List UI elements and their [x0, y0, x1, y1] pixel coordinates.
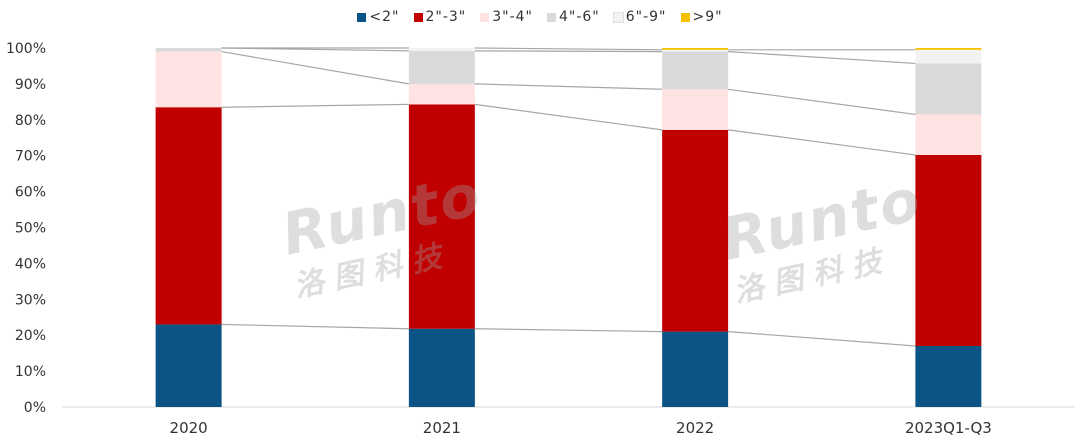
bar-segment [155, 51, 222, 108]
series-line [221, 103, 409, 108]
bar-segment [662, 51, 729, 90]
bar-segment [155, 324, 222, 407]
bar-segment [408, 104, 475, 329]
y-tick-label: 90% [15, 77, 46, 93]
series-line [474, 83, 663, 90]
bar-segment [408, 48, 475, 51]
y-tick-label: 20% [15, 328, 46, 344]
series-line [221, 50, 409, 85]
y-tick-label: 10% [15, 364, 46, 380]
y-tick-label: 50% [15, 221, 46, 237]
bar-segment [915, 63, 982, 115]
bar-segment [915, 345, 982, 407]
bar-segment [662, 331, 729, 407]
series-line [221, 323, 409, 330]
y-tick-label: 70% [15, 149, 46, 165]
bar-segment [662, 129, 729, 332]
bar-segment [915, 114, 982, 155]
legend-item: 6"-9" [612, 6, 667, 28]
y-tick-label: 40% [15, 256, 46, 272]
legend-swatch [480, 12, 490, 22]
series-line [728, 129, 916, 156]
series-line [728, 331, 916, 347]
bar-segment [408, 83, 475, 105]
x-tick-label: 2022 [676, 419, 714, 437]
x-tick-label: 2021 [423, 419, 461, 437]
legend-item: 3"-4" [480, 6, 533, 28]
bar-segment [408, 328, 475, 407]
series-line [728, 50, 916, 65]
legend-item: >9" [680, 6, 723, 28]
legend-label: <2" [369, 9, 400, 25]
legend-swatch [612, 11, 624, 23]
x-tick-label: 2020 [170, 419, 208, 437]
legend-label: 2"-3" [425, 9, 467, 25]
series-line [474, 328, 663, 333]
y-tick-label: 100% [6, 41, 46, 57]
y-tick-label: 80% [15, 113, 46, 129]
legend-label: >9" [692, 9, 723, 25]
legend-swatch [547, 12, 556, 22]
bar-segment [915, 154, 982, 346]
legend-item: 2"-3" [413, 6, 467, 28]
bar-segment [915, 48, 982, 50]
legend-item: <2" [357, 6, 399, 28]
y-tick-label: 0% [24, 400, 46, 416]
legend-swatch [413, 12, 423, 22]
bar-segment [662, 89, 729, 130]
series-line [474, 47, 663, 51]
legend-label: 4"-6" [559, 9, 600, 25]
x-tick-label: 2023Q1-Q3 [905, 419, 992, 437]
chart-legend: <2" 2"-3" 3"-4" 4"-6" 6"-9" >9" [0, 6, 1080, 28]
bar-segment [915, 49, 982, 64]
legend-swatch [680, 12, 690, 22]
bar-segment [662, 48, 729, 50]
bar-segment [155, 107, 222, 325]
legend-label: 6"-9" [625, 9, 667, 25]
legend-item: 4"-6" [547, 6, 600, 28]
bar-segment [408, 50, 475, 84]
series-line [474, 103, 663, 131]
y-tick-label: 60% [15, 185, 46, 201]
series-line [728, 88, 916, 116]
series-line [474, 50, 663, 53]
legend-label: 3"-4" [492, 9, 533, 25]
bar-segment [662, 49, 729, 52]
legend-swatch [357, 12, 367, 22]
bar-segment [155, 48, 222, 52]
y-tick-label: 30% [15, 292, 46, 308]
